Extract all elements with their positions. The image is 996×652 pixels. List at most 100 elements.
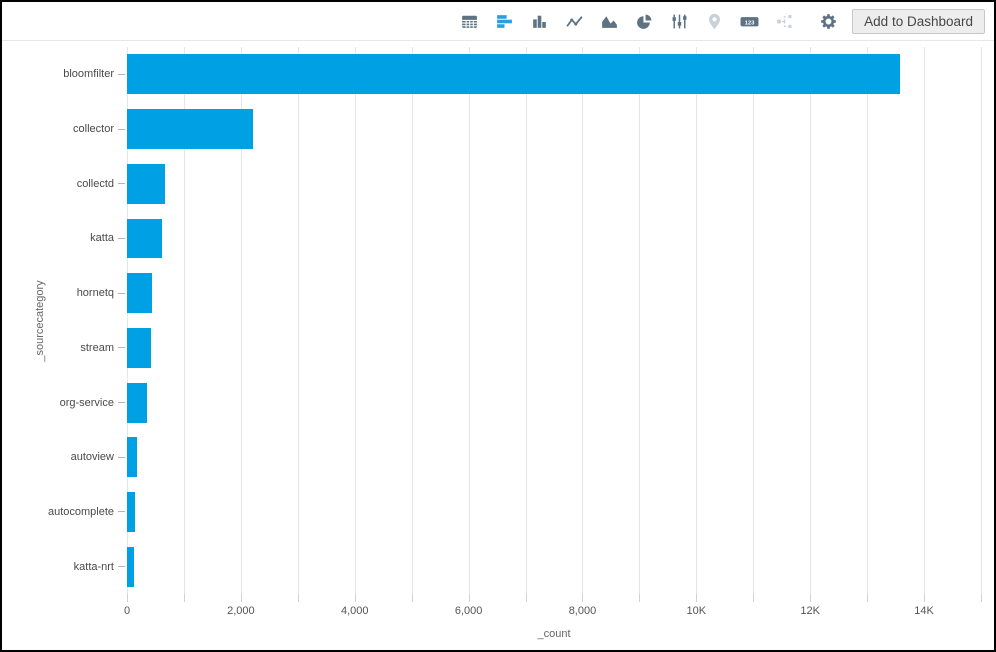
gridline [468,47,470,594]
category-label-row: autocomplete [2,485,127,540]
bar-stream[interactable] [127,327,151,368]
category-label: collector [73,123,114,136]
bar-org-service[interactable] [127,382,147,423]
category-label-row: org-service [2,375,127,430]
bar-row [127,321,981,376]
x-axis-tick [525,594,527,602]
y-axis-tick-dash [118,347,125,349]
line-chart-icon[interactable] [563,10,585,32]
gridline [810,47,812,594]
category-label: stream [80,341,114,354]
toolbar-icons: 123 [458,10,839,32]
single-value-icon[interactable]: 123 [738,10,760,32]
x-axis-tick [810,594,812,602]
add-to-dashboard-button[interactable]: Add to Dashboard [852,8,985,34]
bar-bloomfilter[interactable] [127,54,901,95]
gridline [354,47,356,594]
x-axis-tick [127,594,128,602]
bar-collectd[interactable] [127,163,166,204]
bar-autoview[interactable] [127,437,137,478]
settings-sliders-icon[interactable] [668,10,690,32]
category-label-row: katta [2,211,127,266]
bar-row [127,539,981,594]
bar-row [127,375,981,430]
gridline [924,47,926,594]
bar-rows [127,47,981,594]
bar-row [127,156,981,211]
y-axis-tick-dash [118,128,125,130]
bar-katta-nrt[interactable] [127,546,134,587]
x-axis-tick-label: 6,000 [454,605,483,617]
gridline [582,47,584,594]
y-axis-tick-dash [118,237,125,239]
category-label: hornetq [76,287,114,300]
category-label-row: katta-nrt [2,539,127,594]
gridline [696,47,698,594]
table-icon[interactable] [458,10,480,32]
category-label-row: hornetq [2,266,127,321]
category-label: collectd [76,177,114,190]
x-axis-tick-label: 12K [800,605,820,617]
y-axis-tick-dash [118,402,125,404]
x-axis-tick [411,594,413,602]
category-label-row: stream [2,321,127,376]
x-axis-tick [240,594,242,602]
category-label-row: bloomfilter [2,47,127,102]
bar-row [127,102,981,157]
gridline [240,47,242,594]
bar-collector[interactable] [127,109,253,150]
category-label: katta [90,232,114,245]
x-axis-tick [753,594,755,602]
gridline [297,47,299,594]
bar-autocomplete[interactable] [127,492,135,532]
x-axis-tick [582,594,584,602]
gridline [867,47,869,594]
area-chart-icon[interactable] [598,10,620,32]
y-axis-tick-dash [118,456,125,458]
x-axis: 0 2,000 4,000 6,000 8,000 10K 12K 14K [123,594,982,626]
map-pin-icon [703,10,725,32]
x-axis-tick [183,594,185,602]
bar-row [127,430,981,485]
gear-icon[interactable] [817,10,839,32]
gridline [127,47,128,594]
y-axis-label: _sourcecategory [34,280,46,362]
category-label: katta-nrt [73,560,114,573]
y-axis-tick-dash [118,183,125,185]
x-axis-tick-label: 2,000 [227,605,255,617]
category-label-row: autoview [2,430,127,485]
category-label: autocomplete [47,505,114,518]
gridline [981,47,982,594]
gridline [411,47,413,594]
y-axis-tick-dash [118,566,125,568]
svg-text:123: 123 [744,20,755,26]
bar-row [127,211,981,266]
pie-chart-icon[interactable] [633,10,655,32]
gridline [525,47,527,594]
x-axis-label: _count [537,628,571,640]
x-axis-tick-label: 4,000 [340,605,369,617]
x-axis-tick [924,594,926,602]
x-axis-tick-label: 0 [123,605,131,617]
bar-chart: _sourcecategory bloomfilter collector coll… [2,41,994,650]
category-label: bloomfilter [63,68,114,81]
bar-row [127,266,981,321]
category-label-row: collectd [2,156,127,211]
x-axis-tick [981,594,982,602]
x-axis-tick [639,594,641,602]
y-axis-labels: bloomfilter collector collectd katta hornetq… [2,47,127,594]
category-label: org-service [59,396,114,409]
x-axis-tick [297,594,299,602]
gridline [183,47,185,594]
flow-icon [773,10,795,32]
bar-chart-horizontal-icon[interactable] [493,10,515,32]
y-axis-tick-dash [118,292,125,294]
bar-row [127,485,981,540]
category-label-row: collector [2,102,127,157]
bar-katta[interactable] [127,218,162,259]
bar-hornetq[interactable] [127,273,153,314]
x-axis-tick-label: 14K [914,605,934,617]
x-axis-tick [867,594,869,602]
column-chart-icon[interactable] [528,10,550,32]
